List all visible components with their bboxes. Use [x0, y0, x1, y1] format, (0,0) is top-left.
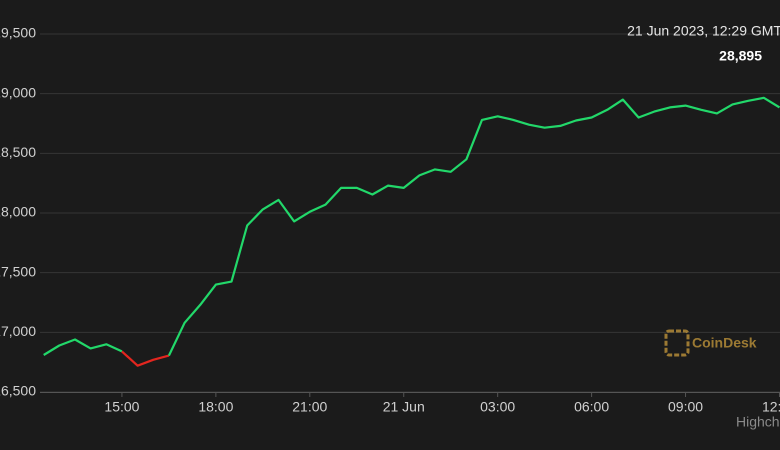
y-tick-label: 29,500: [0, 25, 36, 41]
tooltip-value: 28,895: [719, 48, 762, 64]
x-tick-label: 06:00: [574, 399, 609, 415]
price-line: [121, 350, 170, 367]
y-tick-label: 28,500: [0, 144, 36, 160]
x-tick-label: 03:00: [480, 399, 515, 415]
x-tick-label: 12:00: [762, 399, 780, 415]
credit: Highcharts.com: [736, 414, 780, 430]
logo-text: CoinDesk: [692, 335, 757, 351]
x-tick-label: 15:00: [104, 399, 139, 415]
tooltip-date: 21 Jun 2023, 12:29 GMT: [627, 23, 780, 39]
y-tick-label: 27,000: [0, 323, 36, 339]
x-tick-label: 21 Jun: [383, 399, 425, 415]
x-tick-label: 09:00: [668, 399, 703, 415]
logo-icon: [664, 329, 690, 357]
x-tick-label: 18:00: [198, 399, 233, 415]
x-tick-label: 21:00: [292, 399, 327, 415]
price-line: [43, 338, 123, 356]
price-line: [167, 96, 780, 357]
y-tick-label: 29,000: [0, 84, 36, 100]
y-tick-label: 28,000: [0, 204, 36, 220]
logo: CoinDesk: [664, 329, 757, 357]
y-tick-label: 27,500: [0, 263, 36, 279]
y-tick-label: 26,500: [0, 383, 36, 399]
